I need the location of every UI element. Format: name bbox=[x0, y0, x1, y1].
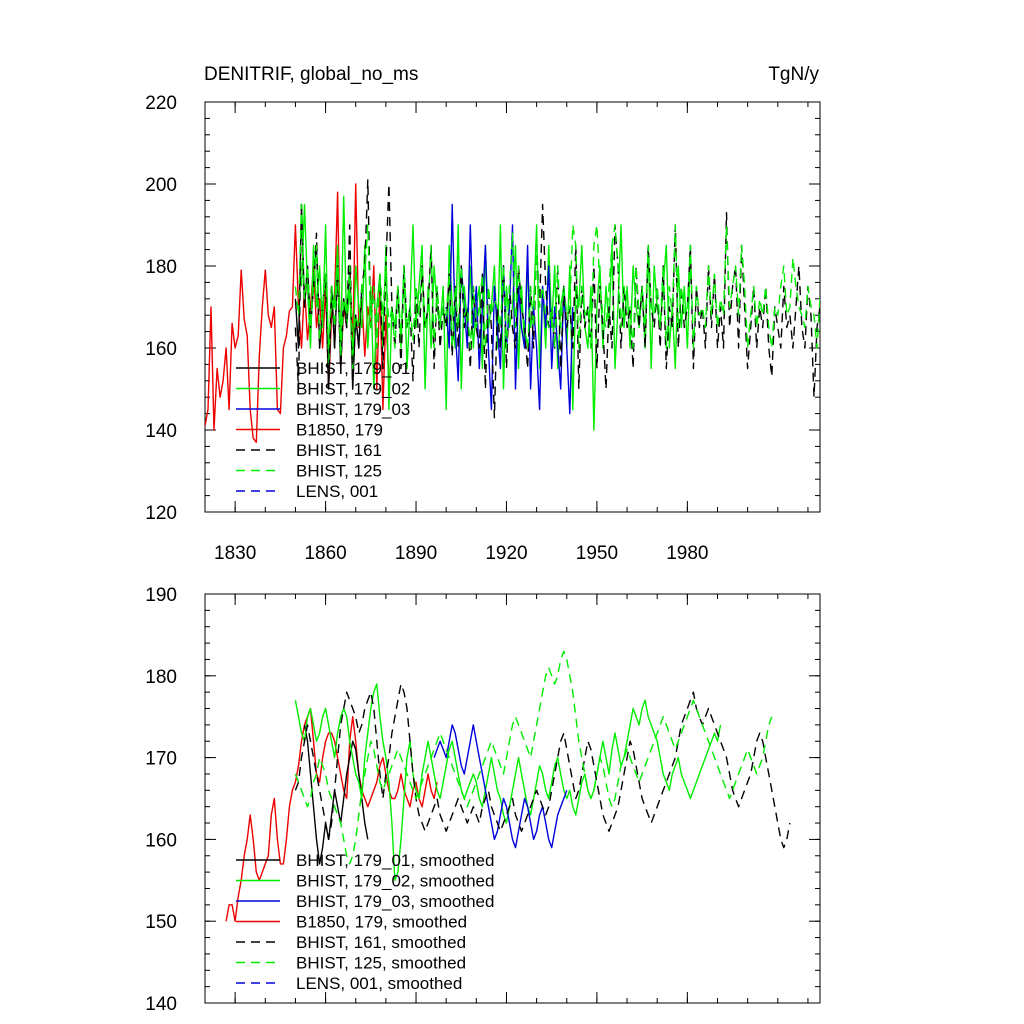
series-line-bhist-125 bbox=[294, 203, 820, 357]
y-tick-label: 200 bbox=[145, 175, 177, 196]
legend-label: LENS, 001, smoothed bbox=[296, 974, 462, 993]
y-tick-label: 170 bbox=[145, 749, 177, 770]
y-tick-label: 220 bbox=[145, 93, 177, 114]
y-tick-label: 150 bbox=[145, 912, 177, 933]
x-tick-label: 1860 bbox=[304, 543, 346, 564]
series-line-b1850-179-smoothed bbox=[225, 707, 438, 922]
legend-label: BHIST, 179_03, smoothed bbox=[296, 892, 494, 911]
legend-label: B1850, 179 bbox=[296, 421, 383, 440]
series-line-bhist-179-01-smoothed bbox=[303, 724, 369, 865]
legend-label: BHIST, 125, smoothed bbox=[296, 954, 466, 973]
chart-title: DENITRIF, global_no_ms bbox=[204, 64, 419, 85]
chart-units: TgN/y bbox=[768, 64, 819, 85]
y-tick-label: 140 bbox=[145, 994, 177, 1015]
plot-frame bbox=[204, 593, 821, 1004]
y-tick-label: 180 bbox=[145, 257, 177, 278]
bottom-panel: 140 150 160 170 180 190 BHIST, 179_01, smoothe… bbox=[145, 585, 821, 1015]
y-tick-label: 160 bbox=[145, 339, 177, 360]
x-tick-label: 1920 bbox=[485, 543, 527, 564]
legend-label: BHIST, 179_02 bbox=[296, 380, 410, 399]
y-tick-label: 160 bbox=[145, 830, 177, 851]
legend-label: BHIST, 179_02, smoothed bbox=[296, 872, 494, 891]
legend-label: BHIST, 161, smoothed bbox=[296, 933, 466, 952]
y-tick-label: 120 bbox=[145, 503, 177, 524]
x-tick-label: 1980 bbox=[666, 543, 708, 564]
series-group bbox=[205, 179, 820, 443]
y-tick-label: 190 bbox=[145, 585, 177, 606]
series-line-bhist-125-smoothed bbox=[294, 650, 773, 865]
legend-label: B1850, 179, smoothed bbox=[296, 913, 467, 932]
legend-label: BHIST, 179_01 bbox=[296, 359, 410, 378]
series-group bbox=[225, 650, 791, 922]
y-tick-label: 140 bbox=[145, 421, 177, 442]
legend-label: BHIST, 125 bbox=[296, 462, 382, 481]
legend-label: BHIST, 161 bbox=[296, 441, 382, 460]
series-line-bhist-161-smoothed bbox=[294, 683, 791, 849]
legend-label: BHIST, 179_01, smoothed bbox=[296, 851, 494, 870]
x-tick-label: 1830 bbox=[214, 543, 256, 564]
top-panel: 1830 1860 1890 1920 1950 1980 120 140 160 180 200 2… bbox=[145, 93, 821, 564]
x-tick-label: 1950 bbox=[576, 543, 618, 564]
x-tick-label: 1890 bbox=[395, 543, 437, 564]
y-tick-label: 180 bbox=[145, 667, 177, 688]
legend-label: BHIST, 179_03 bbox=[296, 400, 410, 419]
series-line-bhist-179-03 bbox=[445, 203, 574, 415]
series-line-bhist-179-03-smoothed bbox=[433, 724, 568, 849]
legend-label: LENS, 001 bbox=[296, 482, 378, 501]
